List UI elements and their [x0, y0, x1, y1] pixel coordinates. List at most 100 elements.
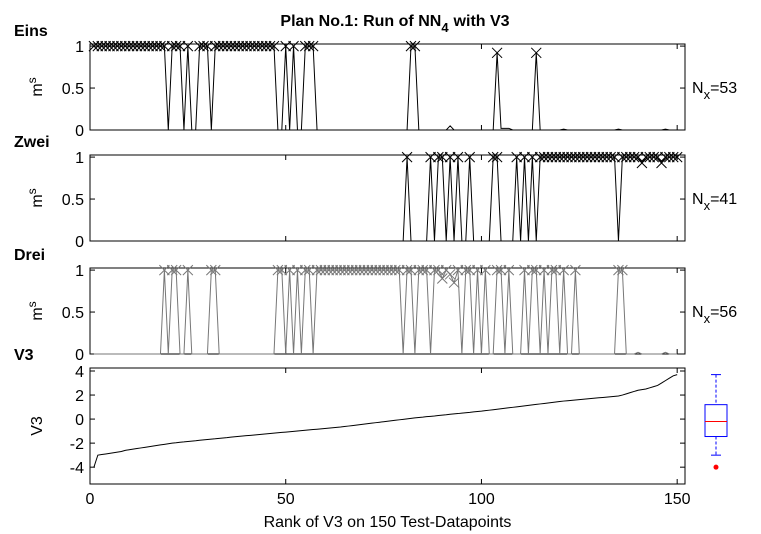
data-marker: [519, 151, 530, 163]
panel-label: Eins: [14, 23, 48, 40]
data-marker: [123, 40, 135, 52]
chart-title: Plan No.1: Run of NN4 with V3: [280, 13, 509, 35]
data-marker: [609, 151, 620, 163]
annotation: Nx=41: [692, 191, 737, 213]
y-tick-label: 0: [75, 123, 84, 140]
data-marker: [182, 264, 194, 276]
data-marker: [558, 264, 570, 276]
data-marker: [562, 151, 573, 163]
y-tick-label: -4: [70, 460, 84, 477]
data-marker: [292, 264, 303, 276]
data-marker: [327, 264, 339, 276]
data-marker: [389, 264, 401, 276]
y-axis-label-sup: s: [25, 188, 39, 194]
x-tick-label: 150: [664, 491, 691, 508]
axes-frame: [89, 367, 686, 485]
data-marker: [213, 40, 225, 52]
data-marker: [628, 151, 640, 163]
data-marker: [546, 264, 558, 276]
annotation-main: N: [692, 191, 704, 208]
annotation-sub: x: [704, 87, 711, 102]
data-line: [93, 374, 678, 468]
data-marker: [601, 151, 613, 163]
data-marker: [401, 151, 413, 163]
y-tick-label: 1: [75, 263, 84, 280]
data-marker: [378, 264, 389, 276]
data-marker: [198, 40, 209, 52]
data-marker: [370, 264, 382, 276]
data-marker: [280, 40, 292, 52]
data-marker: [546, 151, 558, 163]
data-marker: [464, 151, 476, 163]
data-marker: [362, 264, 374, 276]
data-marker: [656, 157, 667, 169]
data-marker: [605, 151, 616, 163]
data-marker: [405, 40, 417, 52]
y-tick-label: 0: [75, 234, 84, 251]
box: [704, 404, 728, 438]
data-marker: [374, 264, 386, 276]
y-tick-label: 2: [75, 388, 84, 405]
axes-frame: [89, 267, 686, 355]
data-marker: [667, 151, 679, 163]
y-tick-label: -2: [70, 436, 84, 453]
data-marker: [127, 40, 139, 52]
data-marker: [671, 151, 683, 163]
y-axis-label-main: m: [29, 83, 46, 96]
data-marker: [542, 151, 554, 163]
y-tick-label: 0.5: [62, 81, 84, 98]
data-marker: [503, 264, 515, 276]
data-marker: [597, 151, 609, 163]
data-marker: [343, 264, 354, 276]
data-marker: [530, 47, 542, 59]
data-marker: [444, 268, 456, 280]
data-marker: [112, 40, 123, 52]
data-marker: [558, 151, 570, 163]
y-tick-label: 0.5: [62, 192, 84, 209]
data-marker: [284, 264, 295, 276]
data-marker: [382, 264, 393, 276]
data-marker: [632, 151, 644, 163]
data-marker: [593, 151, 605, 163]
data-marker: [350, 264, 362, 276]
outlier: [713, 464, 719, 470]
data-marker: [554, 151, 566, 163]
data-marker: [393, 264, 405, 276]
data-marker: [323, 264, 335, 276]
data-marker: [366, 264, 378, 276]
data-marker: [139, 40, 151, 52]
y-tick-label: 0.5: [62, 305, 84, 322]
data-marker: [405, 264, 417, 276]
data-marker: [166, 264, 178, 276]
data-line: [93, 269, 678, 355]
y-axis-label-main: V3: [29, 416, 46, 436]
data-marker: [464, 264, 476, 276]
data-marker: [96, 40, 108, 52]
data-marker: [624, 151, 636, 163]
data-marker: [472, 264, 483, 276]
y-axis-label: ms: [25, 77, 46, 96]
data-marker: [620, 151, 632, 163]
data-marker: [570, 264, 581, 276]
data-marker: [460, 264, 472, 276]
data-marker: [519, 264, 530, 276]
data-marker: [354, 264, 366, 276]
data-marker: [202, 40, 213, 52]
y-axis-label: V3: [29, 416, 46, 436]
data-marker: [159, 264, 170, 276]
panel-label: Drei: [14, 247, 45, 264]
data-marker: [335, 264, 346, 276]
data-marker: [663, 151, 675, 163]
data-marker: [566, 151, 577, 163]
data-marker: [511, 151, 523, 163]
data-marker: [252, 40, 264, 52]
title-sub: 4: [441, 20, 449, 35]
data-marker: [159, 40, 170, 52]
data-marker: [491, 151, 503, 163]
annotation-sub: x: [704, 198, 711, 213]
data-marker: [264, 40, 276, 52]
data-marker: [386, 264, 397, 276]
data-marker: [617, 264, 628, 276]
data-marker: [577, 151, 589, 163]
x-tick-label: 50: [277, 491, 295, 508]
